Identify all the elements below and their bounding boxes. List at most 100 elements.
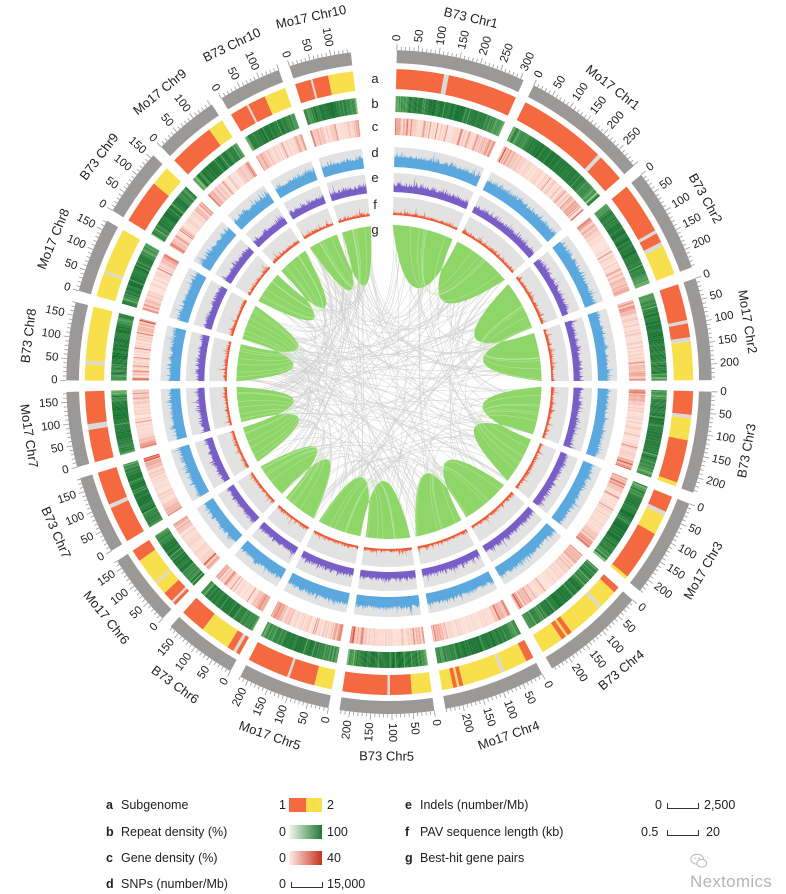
repeat-density-cell xyxy=(285,632,292,648)
repeat-density-cell xyxy=(651,395,667,398)
repeat-density-cell xyxy=(133,268,149,276)
repeat-density-cell xyxy=(549,595,560,609)
gene-density-cell xyxy=(567,546,581,559)
gene-density-cell xyxy=(195,544,209,557)
chromosome-ideogram[interactable] xyxy=(66,391,90,468)
tick-mark xyxy=(67,313,73,316)
repeat-density-cell xyxy=(582,188,595,201)
gene-density-cell xyxy=(613,287,630,295)
snp-histogram xyxy=(320,155,365,178)
repeat-density-cell xyxy=(642,450,659,456)
chromosome-ideogram[interactable] xyxy=(681,391,712,493)
tick-mark xyxy=(582,647,586,651)
chromosome-ideogram[interactable] xyxy=(396,50,524,93)
repeat-density-cell xyxy=(641,455,657,461)
repeat-density-cell xyxy=(111,393,127,396)
repeat-density-cell xyxy=(537,603,548,618)
gene-density-cell xyxy=(604,266,621,275)
chromosome-ideogram[interactable] xyxy=(66,302,89,381)
repeat-density-cell xyxy=(456,105,463,122)
indel-histogram xyxy=(225,484,260,525)
tick-mark xyxy=(158,618,163,624)
repeat-density-cell xyxy=(576,182,589,195)
repeat-density-cell xyxy=(143,245,159,255)
gene-density-cell xyxy=(147,292,164,300)
repeat-density-cell xyxy=(650,358,667,362)
chromosome-name: B73 Chr4 xyxy=(595,647,647,694)
repeat-density-cell xyxy=(172,551,186,563)
chromosome-ideogram[interactable] xyxy=(112,155,163,218)
repeat-density-cell xyxy=(650,353,666,357)
repeat-density-cell xyxy=(148,516,163,526)
chromosome-ideogram[interactable] xyxy=(80,474,123,551)
chromosome-ideogram[interactable] xyxy=(221,69,284,110)
repeat-density-cell xyxy=(470,638,477,654)
chromosome-ideogram[interactable] xyxy=(339,697,435,715)
chromosome-ideogram[interactable] xyxy=(240,665,331,709)
chromosome-ideogram[interactable] xyxy=(528,85,634,175)
repeat-density-cell xyxy=(111,370,127,373)
gene-density-cell xyxy=(315,128,322,146)
chromosome-ideogram[interactable] xyxy=(78,220,119,295)
indel-histogram xyxy=(258,521,299,560)
chromosome-ideogram[interactable] xyxy=(631,174,692,272)
chromosome-ideogram[interactable] xyxy=(289,52,353,79)
gene-density-cell xyxy=(493,603,502,620)
gene-density-cell xyxy=(263,151,273,167)
repeat-density-cell xyxy=(299,637,306,654)
subgenome-block xyxy=(668,323,691,340)
pav-track-background xyxy=(361,547,415,567)
gene-density-cell xyxy=(610,476,627,484)
repeat-density-cell xyxy=(330,102,336,118)
gene-density-cell xyxy=(170,242,185,253)
gene-density-cell xyxy=(166,504,181,514)
gene-density-cell xyxy=(175,519,191,531)
repeat-density-cell xyxy=(127,474,143,481)
repeat-density-cell xyxy=(580,565,593,578)
chromosome-ideogram[interactable] xyxy=(443,662,543,709)
repeat-density-cell xyxy=(508,622,517,637)
chromosome-ideogram[interactable] xyxy=(161,104,219,157)
chromosome-ideogram[interactable] xyxy=(117,553,172,619)
gene-density-cell xyxy=(248,588,259,604)
gene-density-cell xyxy=(559,196,572,209)
repeat-density-cell xyxy=(185,565,198,578)
gene-density-cell xyxy=(587,520,602,532)
chromosome-ideogram[interactable] xyxy=(545,591,633,669)
gene-density-cell xyxy=(132,398,150,401)
gene-density-cell xyxy=(606,269,622,278)
gene-density-cell xyxy=(625,422,643,427)
tick-mark xyxy=(78,482,82,485)
repeat-density-cell xyxy=(138,499,154,508)
repeat-density-cell xyxy=(375,651,378,668)
repeat-density-cell xyxy=(372,651,375,668)
legend-min-gene: 0 xyxy=(279,851,286,865)
repeat-density-cell xyxy=(357,650,361,667)
chromosome-ideogram[interactable] xyxy=(170,616,237,672)
repeat-density-cell xyxy=(244,136,254,152)
legend-letter-a: a xyxy=(106,798,113,812)
subgenome-block xyxy=(84,363,105,381)
tick-mark xyxy=(77,280,82,283)
repeat-density-cell xyxy=(651,393,667,396)
repeat-density-cell xyxy=(260,621,269,636)
repeat-density-cell xyxy=(246,135,256,151)
tick-mark xyxy=(515,687,518,691)
chromosome-ideogram[interactable] xyxy=(683,278,712,381)
repeat-density-cell xyxy=(154,527,169,537)
repeat-density-cell xyxy=(610,526,624,537)
repeat-density-cell xyxy=(593,550,606,562)
gene-density-cell xyxy=(405,118,408,136)
repeat-density-cell xyxy=(212,590,224,604)
tick-label: 100 xyxy=(714,309,735,324)
repeat-density-cell xyxy=(147,515,162,525)
tick-mark xyxy=(202,654,206,658)
gene-density-cell xyxy=(132,393,150,396)
tick-mark xyxy=(705,443,710,445)
gene-density-cell xyxy=(319,127,325,145)
gene-density-cell xyxy=(354,120,358,138)
gene-density-cell xyxy=(369,628,372,646)
repeat-density-cell xyxy=(115,328,132,333)
chromosome-ideogram[interactable] xyxy=(629,498,690,591)
tick-mark xyxy=(213,661,217,666)
